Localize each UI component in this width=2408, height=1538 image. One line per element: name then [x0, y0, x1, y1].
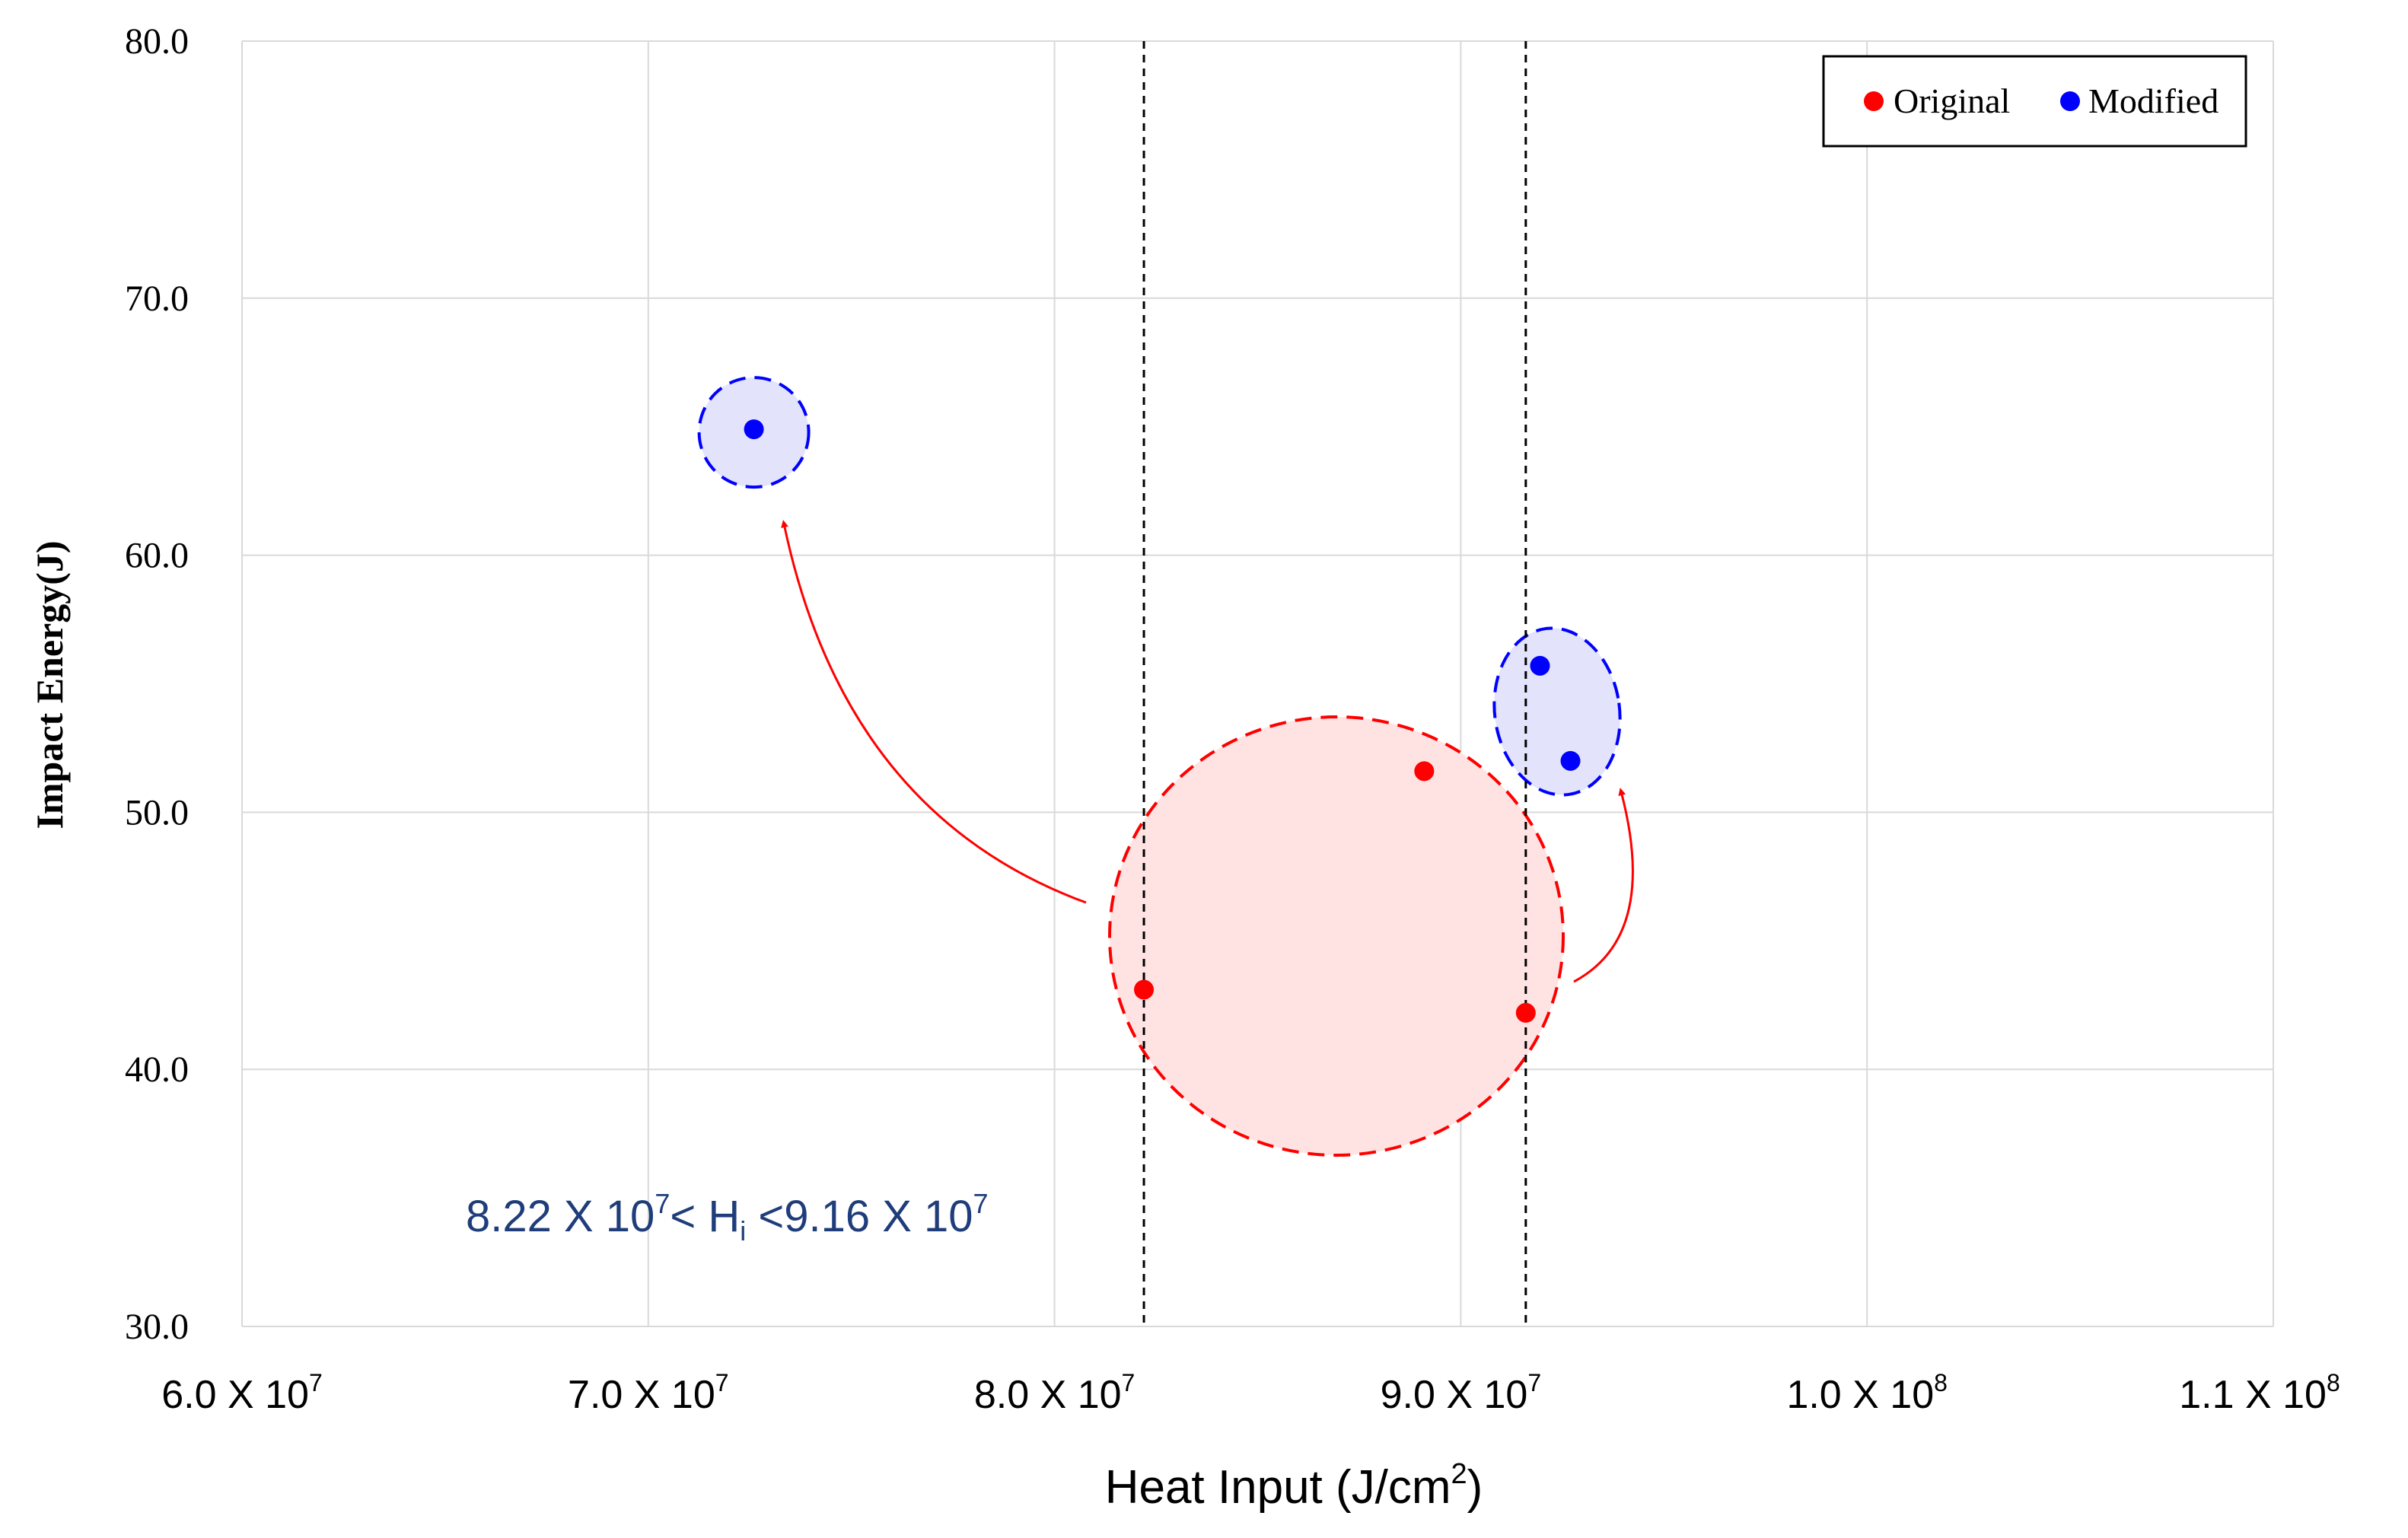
legend-box: [1822, 55, 2247, 148]
data-point-modified: [744, 419, 764, 440]
y-tick-label: 80.0: [125, 21, 189, 62]
data-point-original: [1414, 761, 1435, 782]
annotation-symbol: < H: [670, 1192, 740, 1241]
data-point-original: [1515, 1002, 1536, 1023]
annotation-upper-exp: 7: [973, 1188, 989, 1219]
legend: Original Modified: [1822, 55, 2247, 148]
highlight-regions: [697, 376, 1622, 1157]
x-tick-label: 9.0 X 107: [1381, 1369, 1542, 1417]
y-tick-labels: 30.0 40.0 50.0 60.0 70.0 80.0: [125, 21, 189, 1347]
x-axis-label-superscript: 2: [1451, 1458, 1467, 1490]
y-axis-label: Impact Energy(J): [28, 540, 71, 829]
x-axis-label-main: Heat Input (J/cm: [1105, 1461, 1451, 1514]
range-annotation: 8.22 X 107< Hi <9.16 X 107: [466, 1188, 989, 1247]
x-tick-label: 6.0 X 107: [161, 1369, 323, 1417]
legend-marker-modified: [2060, 91, 2080, 111]
y-tick-label: 60.0: [125, 536, 189, 576]
annotation-upper: <9.16 X 10: [746, 1192, 973, 1241]
reference-lines: [1142, 41, 1527, 1326]
data-point-original: [1134, 979, 1155, 1000]
y-tick-label: 40.0: [125, 1049, 189, 1090]
x-tick-label: 8.0 X 107: [974, 1369, 1136, 1417]
modified-group-ellipse: [1492, 626, 1622, 797]
x-tick-label: 1.0 X 108: [1786, 1369, 1948, 1417]
data-point-modified: [1560, 750, 1581, 771]
data-point-modified: [1530, 655, 1550, 676]
x-tick-labels: 6.0 X 107 7.0 X 107 8.0 X 107 9.0 X 107 1.0 …: [161, 1369, 2340, 1417]
y-tick-label: 30.0: [125, 1307, 189, 1347]
transition-arrow: [781, 520, 1087, 904]
x-axis-label-close: ): [1467, 1461, 1483, 1514]
annotation-symbol-sub: i: [740, 1215, 746, 1247]
x-axis-label: Heat Input (J/cm2): [1105, 1458, 1483, 1514]
legend-label-original: Original: [1894, 81, 2010, 120]
original-group-ellipse: [1108, 715, 1565, 1157]
legend-label-modified: Modified: [2088, 81, 2218, 120]
transition-arrow: [1573, 788, 1634, 983]
annotation-lower: 8.22 X 10: [466, 1192, 655, 1241]
data-points: [744, 419, 1581, 1023]
x-tick-label: 1.1 X 108: [2179, 1369, 2340, 1417]
annotation-lower-exp: 7: [655, 1188, 670, 1219]
y-tick-label: 70.0: [125, 279, 189, 319]
x-tick-label: 7.0 X 107: [568, 1369, 729, 1417]
legend-marker-original: [1864, 91, 1884, 111]
y-tick-label: 50.0: [125, 792, 189, 833]
grid-lines: [241, 40, 2274, 1327]
transition-arrows: [781, 520, 1634, 983]
